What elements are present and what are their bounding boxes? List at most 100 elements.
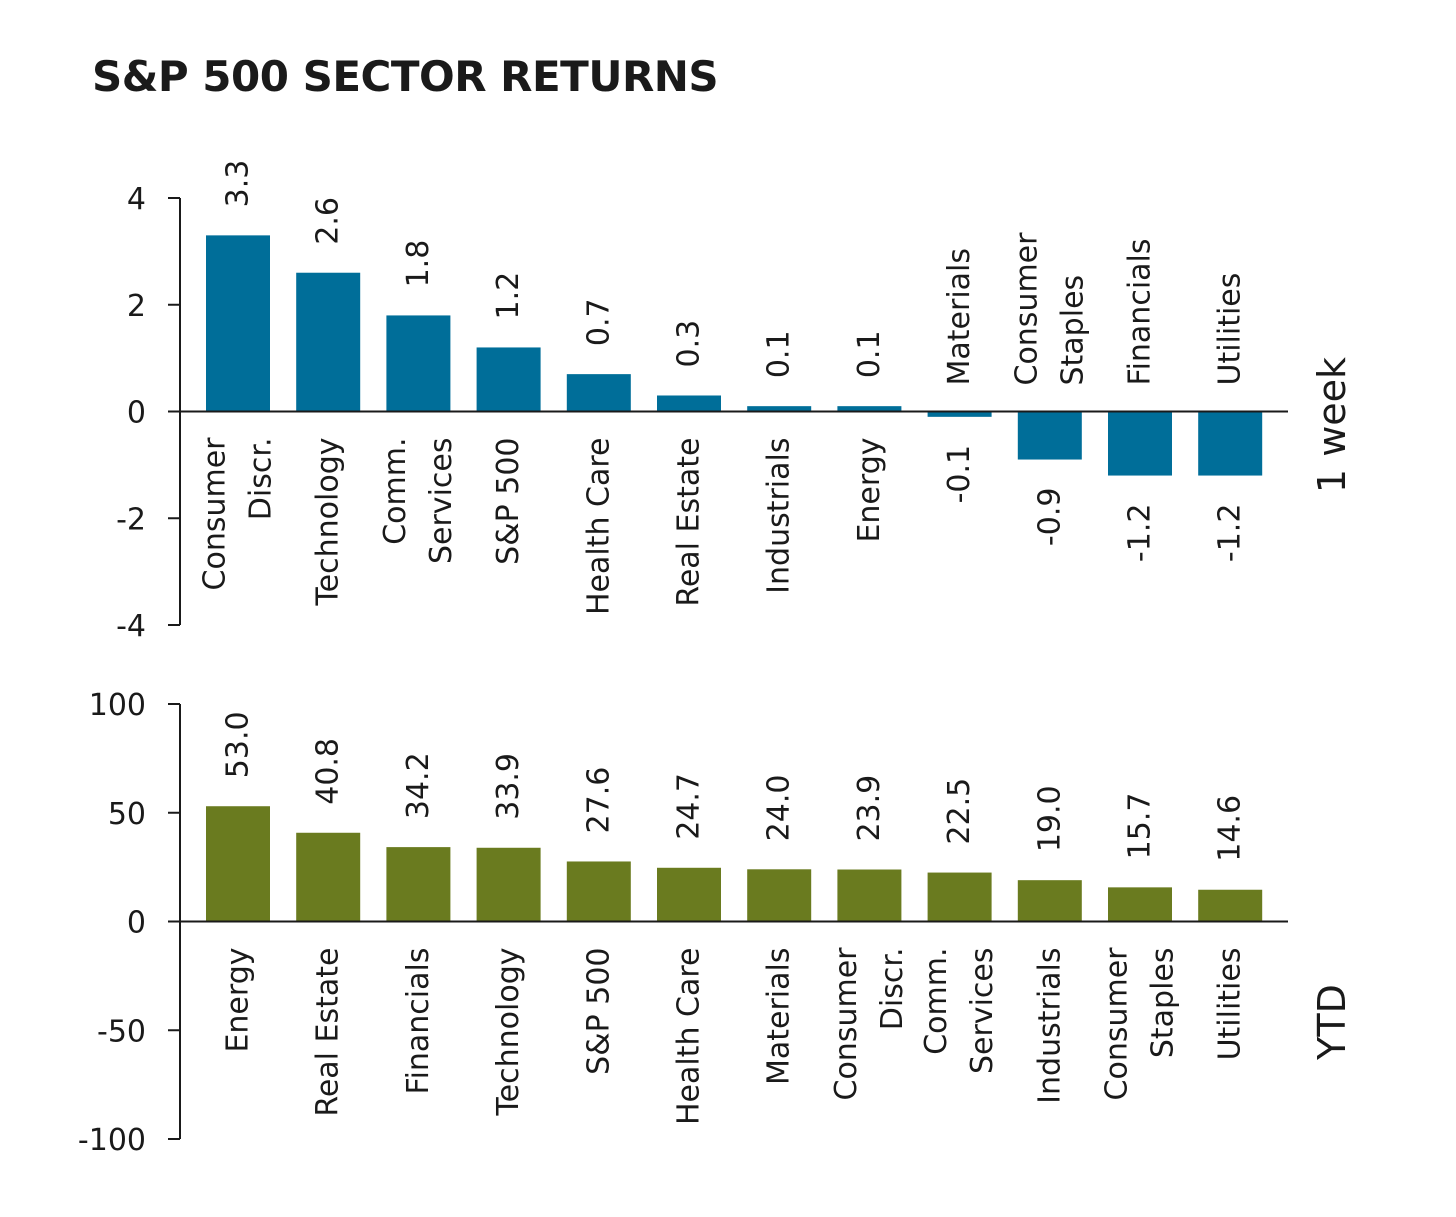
value-label: 0.3 <box>672 320 707 368</box>
y-tick-label: 50 <box>108 797 146 832</box>
bar <box>837 869 902 922</box>
bar <box>657 867 721 922</box>
category-label-line: Energy <box>852 438 887 543</box>
category-label-line: S&P 500 <box>581 948 616 1075</box>
y-tick-label: -2 <box>116 502 146 537</box>
bar <box>296 272 361 412</box>
y-tick-label: -100 <box>78 1123 146 1158</box>
category-label: Comm. Services <box>919 948 1000 1075</box>
bar <box>206 235 270 412</box>
bar <box>927 411 992 417</box>
bar <box>1198 411 1263 476</box>
category-label: Utilities <box>1213 948 1248 1061</box>
category-label: Consumer Staples <box>1009 232 1090 386</box>
category-label-line: Staples <box>1146 948 1181 1059</box>
bar <box>566 861 631 922</box>
category-label: Technology <box>491 948 526 1117</box>
bar <box>747 406 812 412</box>
category-label-line: Utilities <box>1213 273 1248 386</box>
y-tick-label: -50 <box>97 1014 146 1049</box>
value-label: 2.6 <box>311 197 346 245</box>
bar <box>206 806 270 922</box>
value-label: -0.9 <box>1032 488 1067 547</box>
category-label: Consumer Staples <box>1100 947 1181 1101</box>
category-label-line: Discr. <box>244 438 279 521</box>
category-label: Real Estate <box>311 948 346 1117</box>
bar <box>747 869 812 922</box>
category-label-line: Real Estate <box>311 948 346 1117</box>
category-label-line: Industrials <box>1032 948 1067 1104</box>
bar <box>476 847 541 922</box>
category-label: Health Care <box>672 948 707 1126</box>
category-label: Materials <box>762 948 797 1086</box>
category-label: S&P 500 <box>581 948 616 1075</box>
value-label: 0.1 <box>762 330 797 378</box>
category-label: Energy <box>221 948 256 1053</box>
category-label: Financials <box>1123 239 1158 386</box>
value-label: 19.0 <box>1032 785 1067 852</box>
value-label: 0.1 <box>852 330 887 378</box>
category-label-line: Real Estate <box>672 438 707 607</box>
category-label-line: Materials <box>942 248 977 386</box>
category-label-line: Health Care <box>672 948 707 1126</box>
bar <box>476 347 541 412</box>
category-label: Industrials <box>762 438 797 594</box>
value-label: 3.3 <box>221 160 256 208</box>
category-label-line: Industrials <box>762 438 797 594</box>
value-label: 22.5 <box>942 778 977 845</box>
bar <box>386 315 451 412</box>
bar <box>1198 889 1263 922</box>
value-label: 23.9 <box>852 775 887 842</box>
category-label: Consumer Discr. <box>198 437 279 591</box>
value-label: 15.7 <box>1123 793 1158 860</box>
category-label-line: Consumer <box>198 437 233 591</box>
panel-label: YTD <box>1310 984 1354 1061</box>
value-label: 14.6 <box>1213 795 1248 862</box>
chart-title: S&P 500 SECTOR RETURNS <box>92 52 719 101</box>
bar <box>1017 411 1082 460</box>
category-label-line: Utilities <box>1213 948 1248 1061</box>
category-label-line: Technology <box>491 948 526 1117</box>
bar <box>566 374 631 412</box>
y-tick-label: -4 <box>116 609 146 644</box>
category-label-line: Energy <box>221 948 256 1053</box>
y-tick-label: 2 <box>127 289 146 324</box>
category-label-line: Comm. <box>378 438 413 545</box>
bar <box>837 406 902 412</box>
category-label-line: Comm. <box>919 948 954 1055</box>
value-label: 0.7 <box>581 298 616 346</box>
category-label: Real Estate <box>672 438 707 607</box>
y-tick-label: 4 <box>127 182 146 217</box>
category-label: Materials <box>942 248 977 386</box>
value-label: 53.0 <box>221 711 256 778</box>
value-label: 33.9 <box>491 753 526 820</box>
value-label: -0.1 <box>942 445 977 504</box>
category-label: Utilities <box>1213 273 1248 386</box>
value-label: 27.6 <box>581 767 616 834</box>
bar <box>386 847 451 922</box>
category-label-line: Services <box>424 438 459 565</box>
category-label-line: Consumer <box>829 947 864 1101</box>
category-label-line: Financials <box>401 948 436 1095</box>
category-label: S&P 500 <box>491 437 526 564</box>
bar <box>927 872 992 922</box>
y-tick-label: 100 <box>89 688 146 723</box>
category-label-line: S&P 500 <box>491 437 526 564</box>
category-label-line: Discr. <box>875 948 910 1031</box>
category-label: Industrials <box>1032 948 1067 1104</box>
bar <box>1108 411 1172 476</box>
category-label-line: Consumer <box>1100 947 1135 1101</box>
category-label-line: Staples <box>1055 275 1090 386</box>
panel-1: 100 50 0 -50 -100 Energy 53.0 Real Estate 40.8 Fi… <box>78 688 1354 1158</box>
panel-0: 4 2 0 -2 -4 Consumer Discr. 3.3 Technology 2.6 Com… <box>116 160 1354 644</box>
bar <box>1108 887 1172 922</box>
category-label: Technology <box>311 438 346 607</box>
category-label: Energy <box>852 438 887 543</box>
category-label: Consumer Discr. <box>829 947 910 1101</box>
value-label: 34.2 <box>401 752 436 819</box>
category-label-line: Consumer <box>1009 232 1044 386</box>
value-label: 40.8 <box>311 738 346 805</box>
value-label: -1.2 <box>1213 504 1248 563</box>
category-label: Health Care <box>581 438 616 616</box>
